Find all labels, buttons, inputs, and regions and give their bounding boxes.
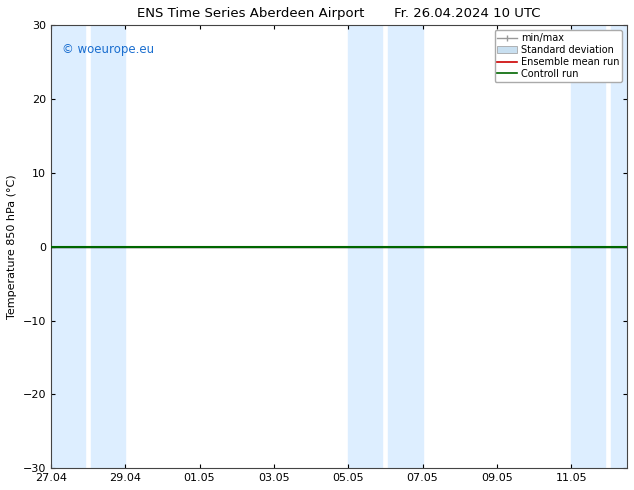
Bar — [348, 25, 382, 468]
Bar — [611, 25, 627, 468]
Legend: min/max, Standard deviation, Ensemble mean run, Controll run: min/max, Standard deviation, Ensemble me… — [495, 30, 622, 82]
Text: © woeurope.eu: © woeurope.eu — [62, 43, 155, 56]
Bar — [91, 25, 125, 468]
Bar — [389, 25, 423, 468]
Title: ENS Time Series Aberdeen Airport       Fr. 26.04.2024 10 UTC: ENS Time Series Aberdeen Airport Fr. 26.… — [137, 7, 541, 20]
Bar — [51, 25, 85, 468]
Y-axis label: Temperature 850 hPa (°C): Temperature 850 hPa (°C) — [7, 174, 17, 319]
Bar — [571, 25, 605, 468]
